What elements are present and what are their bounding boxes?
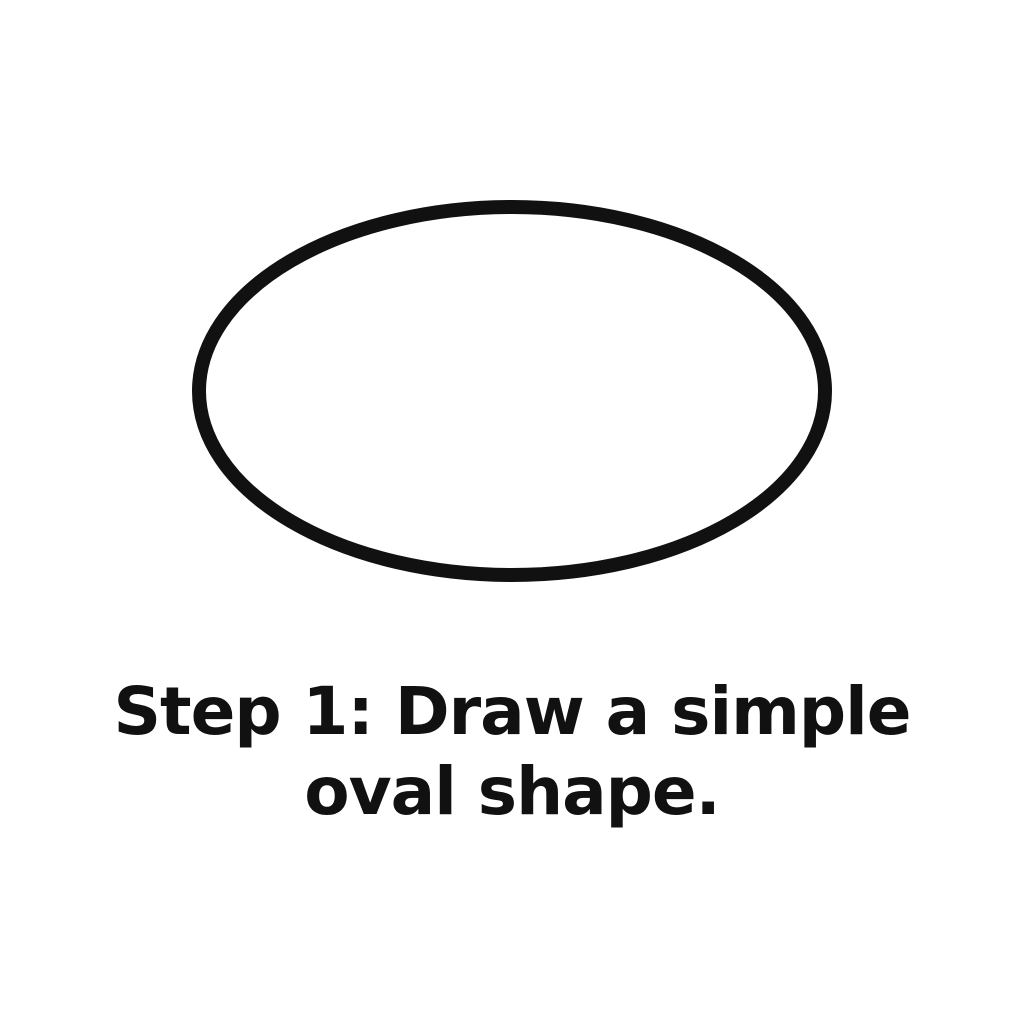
instruction-line-1: Step 1: Draw a simple: [113, 673, 911, 750]
instruction-line-2: oval shape.: [304, 753, 720, 830]
oval-shape: [192, 200, 832, 582]
step-instruction: Step 1: Draw a simple oval shape.: [0, 672, 1024, 832]
